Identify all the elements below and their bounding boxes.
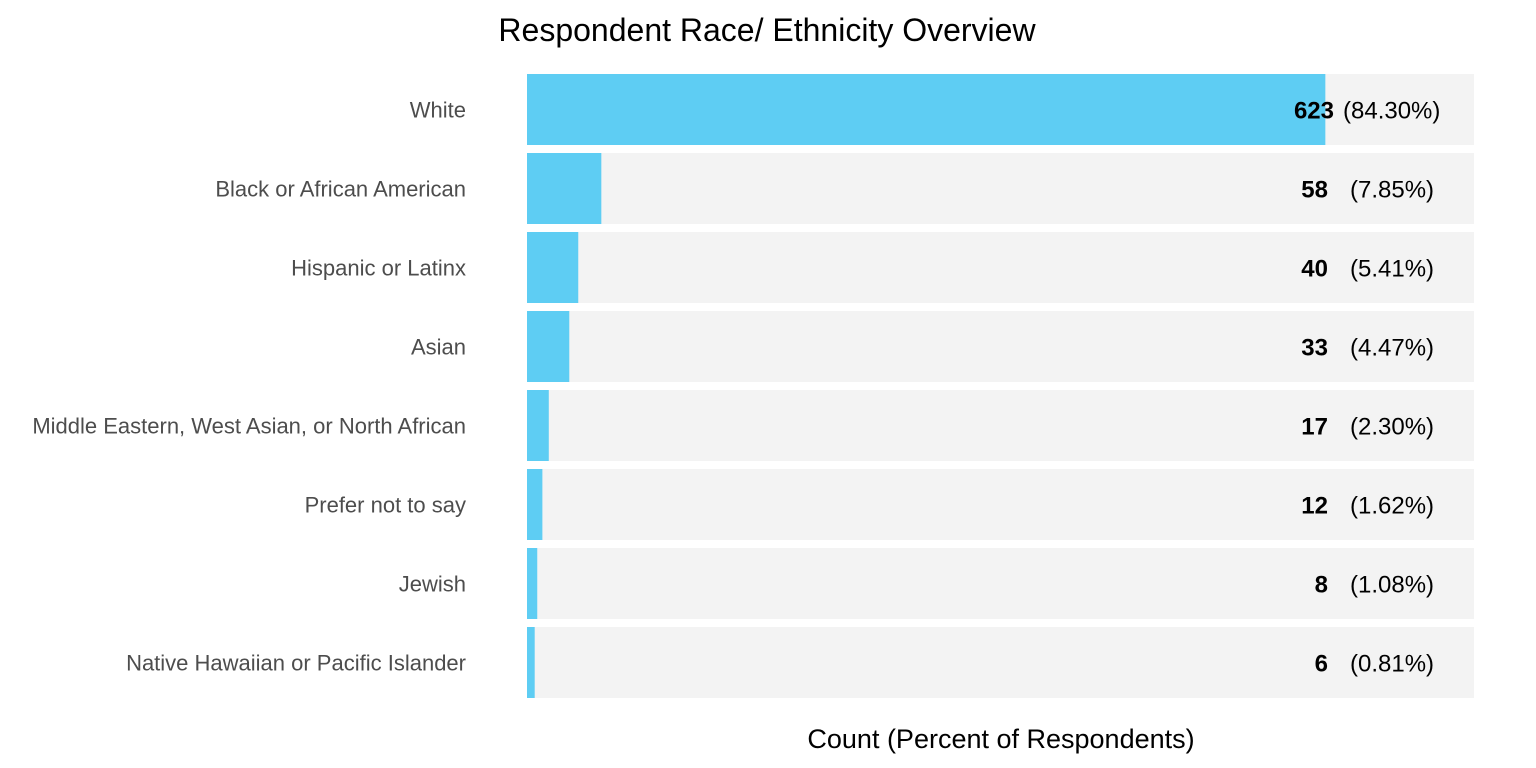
count-label: 8 [1315,572,1328,599]
category-label: Asian [411,335,466,360]
category-label: Native Hawaiian or Pacific Islander [126,651,466,676]
category-label: Hispanic or Latinx [291,256,466,281]
percent-label: (1.62%) [1350,493,1434,520]
category-label: White [410,98,466,123]
bar-track [527,232,1474,303]
percent-label: (4.47%) [1350,335,1434,362]
chart-title: Respondent Race/ Ethnicity Overview [498,12,1036,48]
percent-label: (0.81%) [1350,651,1434,678]
bar-track [527,390,1474,461]
count-label: 58 [1301,177,1328,204]
bar [527,627,535,698]
count-label: 6 [1315,651,1328,678]
bar [527,390,549,461]
count-label: 40 [1301,256,1328,283]
bar [527,232,579,303]
bar-track [527,548,1474,619]
count-label: 12 [1301,493,1328,520]
category-label: Prefer not to say [305,493,466,518]
count-label: 623 [1294,98,1334,125]
bar-row: Prefer not to say 12 (1.62%) [305,469,1474,540]
bar [527,311,570,382]
bar-row: Middle Eastern, West Asian, or North Afr… [32,390,1474,461]
bar-row: Black or African American 58 (7.85%) [215,153,1474,224]
count-label: 33 [1301,335,1328,362]
bar-row: Native Hawaiian or Pacific Islander 6 (0.8… [126,627,1474,698]
percent-label: (7.85%) [1350,177,1434,204]
bar-row: Asian 33 (4.47%) [411,311,1474,382]
bar-row: White 623 (84.30%) [410,74,1474,145]
bar-row: Hispanic or Latinx 40 (5.41%) [291,232,1474,303]
bar [527,74,1326,145]
bar-rows: White 623 (84.30%) Black or African America… [32,74,1474,698]
count-label: 17 [1301,414,1328,441]
category-label: Middle Eastern, West Asian, or North Afr… [32,414,466,439]
percent-label: (1.08%) [1350,572,1434,599]
bar-track [527,311,1474,382]
percent-label: (2.30%) [1350,414,1434,441]
bar [527,548,538,619]
bar-track [527,627,1474,698]
bar-track [527,153,1474,224]
bar-track [527,469,1474,540]
percent-label: (84.30%) [1343,98,1440,125]
bar-row: Jewish 8 (1.08%) [399,548,1474,619]
bar [527,469,543,540]
percent-label: (5.41%) [1350,256,1434,283]
category-label: Black or African American [215,177,466,202]
x-axis-label: Count (Percent of Respondents) [807,724,1194,754]
bar [527,153,602,224]
category-label: Jewish [399,572,466,597]
